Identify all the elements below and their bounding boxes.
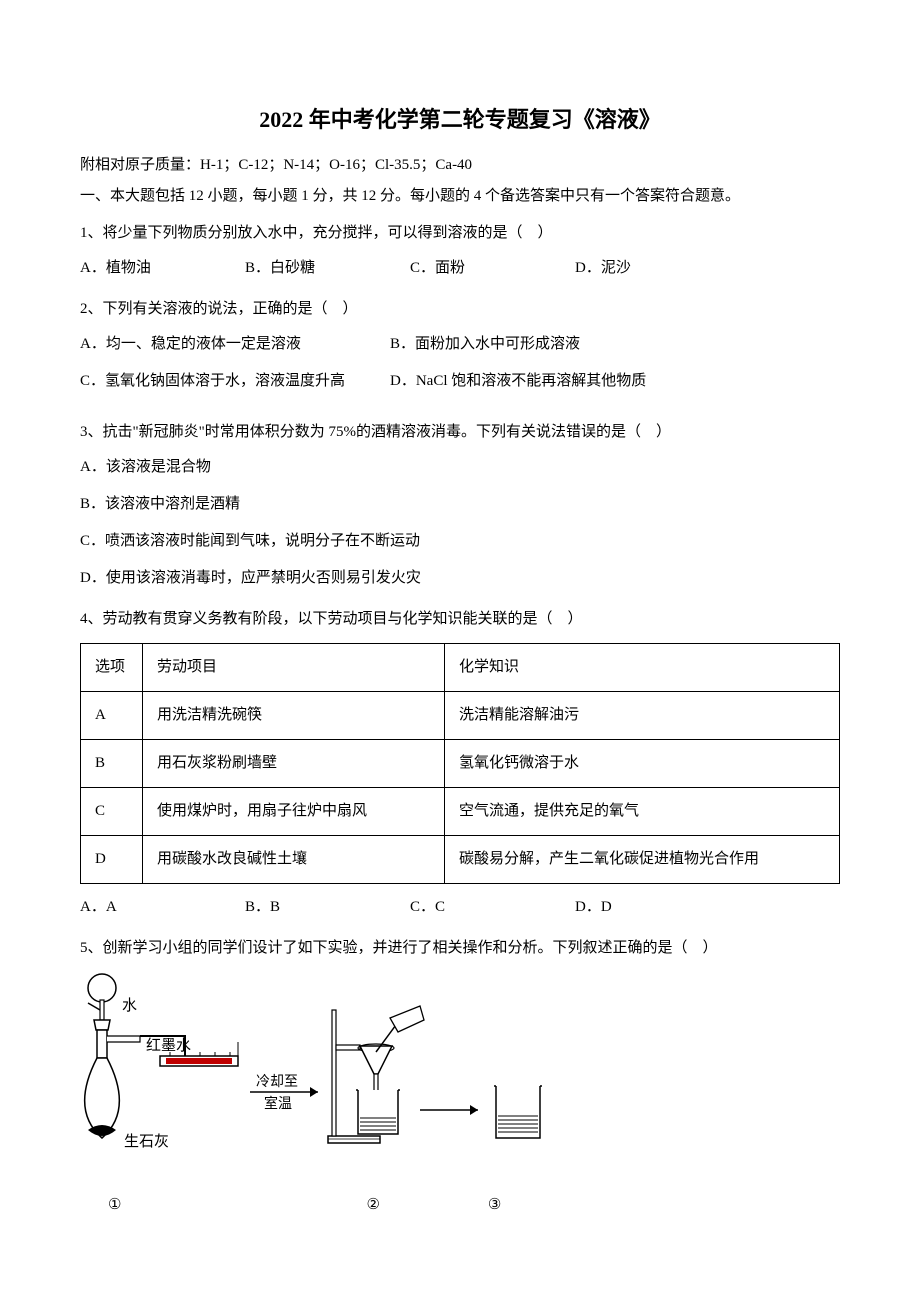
q2-option-b: B．面粉加入水中可形成溶液 <box>390 331 700 358</box>
cell: 碳酸易分解，产生二氧化碳促进植物光合作用 <box>445 835 840 883</box>
cell: 用碳酸水改良碱性土壤 <box>143 835 445 883</box>
table-row: C 使用煤炉时，用扇子往炉中扇风 空气流通，提供充足的氧气 <box>81 787 840 835</box>
apparatus-1: 水 红墨水 生石灰 <box>85 974 238 1150</box>
question-1: 1、将少量下列物质分别放入水中，充分搅拌，可以得到溶液的是（ ） A．植物油 B… <box>80 220 840 282</box>
q4-table: 选项 劳动项目 化学知识 A 用洗洁精洗碗筷 洗洁精能溶解油污 B 用石灰浆粉刷… <box>80 643 840 884</box>
table-row: B 用石灰浆粉刷墙壁 氢氧化钙微溶于水 <box>81 739 840 787</box>
q5-text: 5、创新学习小组的同学们设计了如下实验，并进行了相关操作和分析。下列叙述正确的是… <box>80 935 840 962</box>
diagram-label-1: ① <box>108 1192 121 1219</box>
question-4: 4、劳动教有贯穿义务教有阶段，以下劳动项目与化学知识能关联的是（ ） 选项 劳动… <box>80 606 840 921</box>
diagram-label-3: ③ <box>488 1192 501 1219</box>
q4-option-b: B．B <box>245 894 410 921</box>
apparatus-3 <box>494 1086 542 1138</box>
q3-option-a: A．该溶液是混合物 <box>80 454 840 481</box>
table-row: A 用洗洁精洗碗筷 洗洁精能溶解油污 <box>81 691 840 739</box>
q1-option-d: D．泥沙 <box>575 255 740 282</box>
q3-option-c: C．喷洒该溶液时能闻到气味，说明分子在不断运动 <box>80 528 840 555</box>
table-header-row: 选项 劳动项目 化学知识 <box>81 643 840 691</box>
q4-option-c: C．C <box>410 894 575 921</box>
q3-text: 3、抗击"新冠肺炎"时常用体积分数为 75%的酒精溶液消毒。下列有关说法错误的是… <box>80 419 840 446</box>
cell: 用石灰浆粉刷墙壁 <box>143 739 445 787</box>
arrow-2 <box>420 1105 478 1115</box>
q4-text: 4、劳动教有贯穿义务教有阶段，以下劳动项目与化学知识能关联的是（ ） <box>80 606 840 633</box>
question-2: 2、下列有关溶液的说法，正确的是（ ） A．均一、稳定的液体一定是溶液 B．面粉… <box>80 296 840 405</box>
q1-option-a: A．植物油 <box>80 255 245 282</box>
table-row: D 用碳酸水改良碱性土壤 碳酸易分解，产生二氧化碳促进植物光合作用 <box>81 835 840 883</box>
q2-options: A．均一、稳定的液体一定是溶液 B．面粉加入水中可形成溶液 C．氢氧化钠固体溶于… <box>80 331 840 405</box>
q2-option-a: A．均一、稳定的液体一定是溶液 <box>80 331 390 358</box>
q1-option-b: B．白砂糖 <box>245 255 410 282</box>
q3-option-b: B．该溶液中溶剂是酒精 <box>80 491 840 518</box>
q1-text: 1、将少量下列物质分别放入水中，充分搅拌，可以得到溶液的是（ ） <box>80 220 840 247</box>
cell: B <box>81 739 143 787</box>
q4-options: A．A B．B C．C D．D <box>80 894 840 921</box>
page-title: 2022 年中考化学第二轮专题复习《溶液》 <box>80 100 840 140</box>
label-cool-2: 室温 <box>264 1095 292 1112</box>
question-5: 5、创新学习小组的同学们设计了如下实验，并进行了相关操作和分析。下列叙述正确的是… <box>80 935 840 1219</box>
cell: 用洗洁精洗碗筷 <box>143 691 445 739</box>
experiment-diagram: 水 红墨水 生石灰 冷却至 室温 <box>80 970 560 1180</box>
diagram-numbers: ① ② ③ <box>80 1192 840 1219</box>
cell: 洗洁精能溶解油污 <box>445 691 840 739</box>
q1-options: A．植物油 B．白砂糖 C．面粉 D．泥沙 <box>80 255 840 282</box>
label-cool-1: 冷却至 <box>256 1074 298 1090</box>
th-option: 选项 <box>81 643 143 691</box>
label-water: 水 <box>122 997 137 1014</box>
cell: D <box>81 835 143 883</box>
diagram-label-2: ② <box>366 1192 379 1219</box>
q4-option-a: A．A <box>80 894 245 921</box>
cell: 使用煤炉时，用扇子往炉中扇风 <box>143 787 445 835</box>
q2-text: 2、下列有关溶液的说法，正确的是（ ） <box>80 296 840 323</box>
atomic-mass-note: 附相对原子质量：H-1；C-12；N-14；O-16；Cl-35.5；Ca-40 <box>80 152 840 179</box>
section-intro: 一、本大题包括 12 小题，每小题 1 分，共 12 分。每小题的 4 个备选答… <box>80 183 840 210</box>
q4-option-d: D．D <box>575 894 740 921</box>
apparatus-2 <box>328 1006 424 1143</box>
label-red-ink: 红墨水 <box>146 1037 191 1054</box>
cell: A <box>81 691 143 739</box>
q2-option-c: C．氢氧化钠固体溶于水，溶液温度升高 <box>80 368 390 395</box>
arrow-cool: 冷却至 室温 <box>250 1074 318 1112</box>
q1-option-c: C．面粉 <box>410 255 575 282</box>
question-3: 3、抗击"新冠肺炎"时常用体积分数为 75%的酒精溶液消毒。下列有关说法错误的是… <box>80 419 840 592</box>
th-knowledge: 化学知识 <box>445 643 840 691</box>
q3-option-d: D．使用该溶液消毒时，应严禁明火否则易引发火灾 <box>80 565 840 592</box>
cell: 氢氧化钙微溶于水 <box>445 739 840 787</box>
th-project: 劳动项目 <box>143 643 445 691</box>
cell: C <box>81 787 143 835</box>
q2-option-d: D．NaCl 饱和溶液不能再溶解其他物质 <box>390 368 700 395</box>
cell: 空气流通，提供充足的氧气 <box>445 787 840 835</box>
label-quicklime: 生石灰 <box>124 1133 169 1150</box>
